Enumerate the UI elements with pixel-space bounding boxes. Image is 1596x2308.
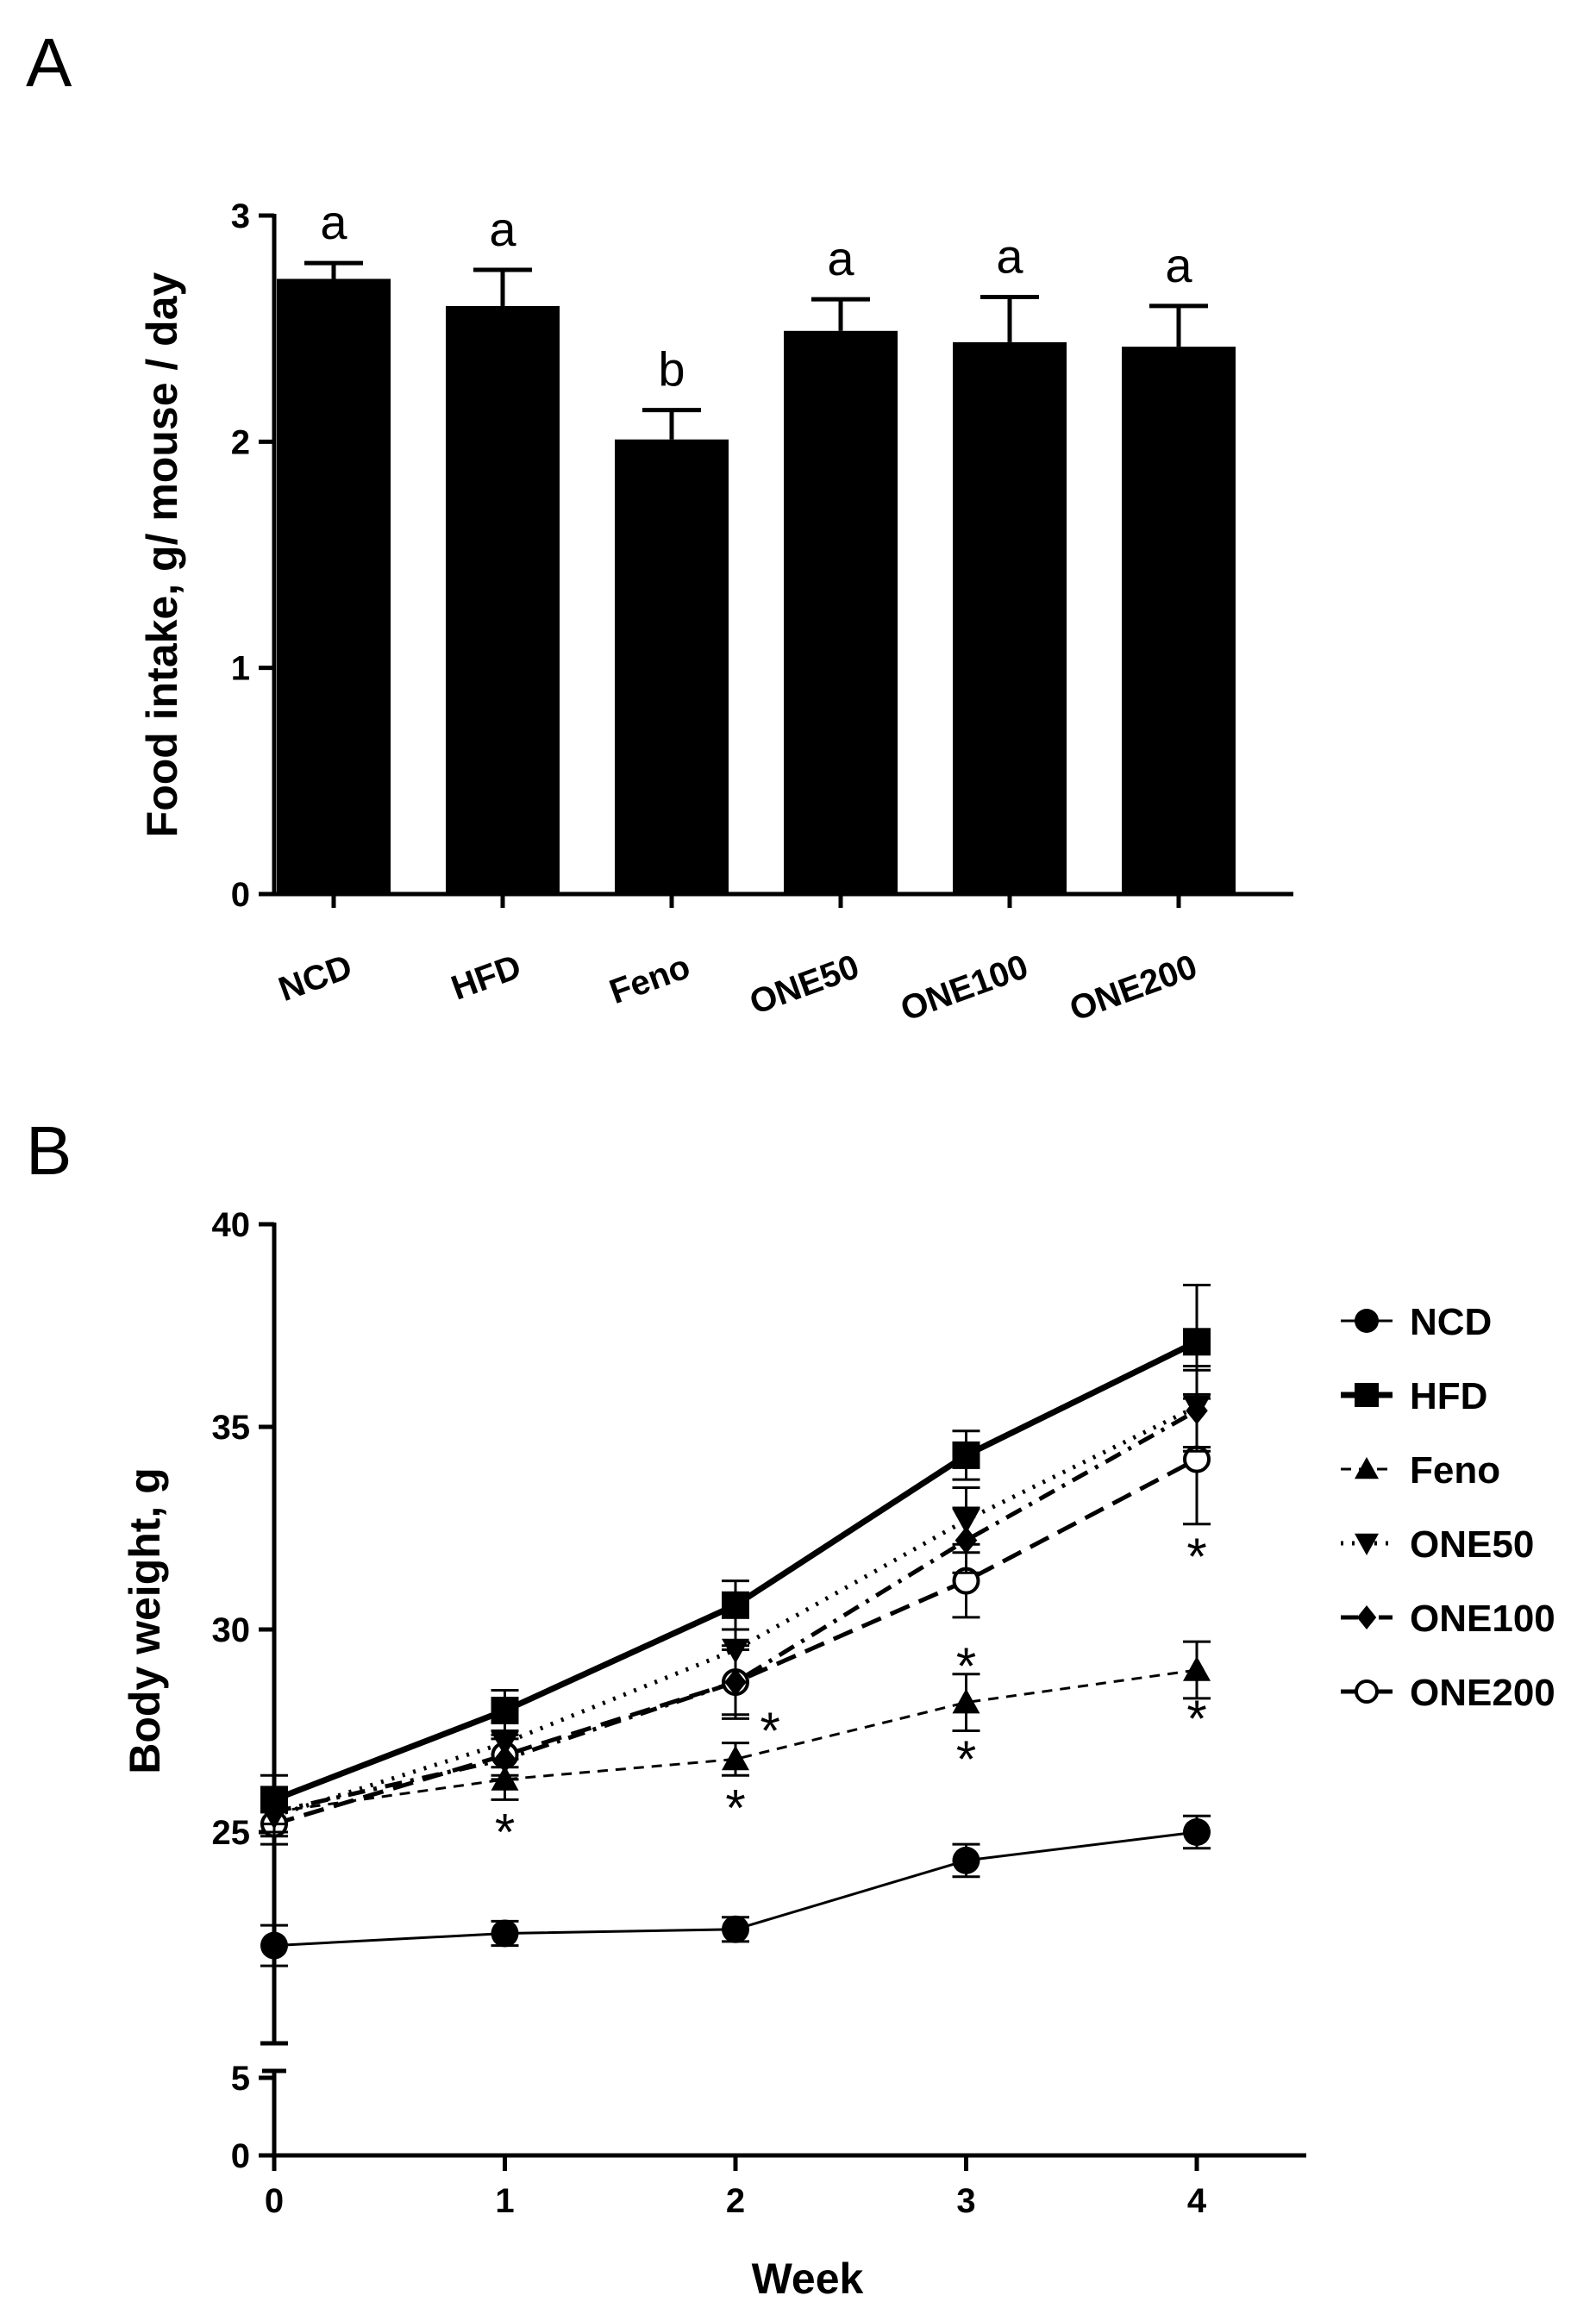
x-tick-label-hfd: HFD xyxy=(447,948,526,1007)
x-tick-label: 0 xyxy=(265,2182,284,2220)
series-line-one50 xyxy=(273,1404,1199,1818)
point-hfd xyxy=(1183,1328,1211,1356)
x-tick-label: 2 xyxy=(726,2182,745,2220)
line-chart-panel-b: 25 30 35 40 0 5 0 1 2 3 4 Week Body weight, g * * * * * * *… xyxy=(121,1206,1555,2303)
x-tick-label: 1 xyxy=(495,2182,514,2220)
point-one50 xyxy=(1183,1395,1211,1421)
bar-hfd xyxy=(446,305,560,894)
significance-letter-one200: a xyxy=(1165,238,1192,292)
legend-marker-one50 xyxy=(1355,1533,1379,1555)
legend-marker-ncd xyxy=(1355,1309,1379,1333)
y-axis-title: Food intake, g/ mouse / day xyxy=(138,272,186,837)
y-tick-label: 1 xyxy=(231,650,250,688)
point-hfd xyxy=(260,1786,288,1814)
significance-star: * xyxy=(495,1804,515,1861)
legend-marker-one200 xyxy=(1355,1679,1379,1704)
point-hfd xyxy=(722,1591,749,1619)
legend-label-one100: ONE100 xyxy=(1410,1598,1555,1640)
y-tick-label: 3 xyxy=(231,197,250,235)
point-ncd xyxy=(722,1915,749,1943)
bar-one100 xyxy=(953,341,1067,894)
point-ncd xyxy=(1183,1818,1211,1846)
point-hfd xyxy=(491,1697,519,1724)
legend-marker-feno xyxy=(1355,1457,1379,1479)
x-tick-label: 3 xyxy=(956,2182,975,2220)
significance-letter-ncd: a xyxy=(320,195,347,249)
y-tick-label: 40 xyxy=(212,1206,251,1244)
legend-label-one200: ONE200 xyxy=(1410,1672,1555,1714)
legend-marker-one100 xyxy=(1356,1605,1377,1629)
point-ncd xyxy=(952,1846,980,1874)
point-one50 xyxy=(491,1731,519,1757)
point-one50 xyxy=(722,1638,749,1664)
legend-label-hfd: HFD xyxy=(1410,1375,1487,1417)
significance-star: * xyxy=(956,1730,976,1788)
bar-one50 xyxy=(784,330,898,894)
significance-letter-one50: a xyxy=(827,231,854,285)
x-tick-label-ncd: NCD xyxy=(274,948,357,1009)
x-tick-label-one50: ONE50 xyxy=(745,948,864,1022)
y-tick-label: 30 xyxy=(212,1611,251,1649)
y-tick-label: 0 xyxy=(231,876,250,914)
legend-marker-hfd xyxy=(1355,1383,1379,1407)
series-line-hfd xyxy=(272,1339,1199,1803)
panel-label-b: B xyxy=(26,1112,72,1189)
point-ncd xyxy=(491,1919,519,1948)
bar-feno xyxy=(615,439,729,895)
legend-label-ncd: NCD xyxy=(1410,1301,1492,1343)
point-hfd xyxy=(952,1441,980,1469)
series-line-one100 xyxy=(273,1409,1199,1814)
legend-label-feno: Feno xyxy=(1410,1449,1500,1492)
bar-one200 xyxy=(1122,347,1236,894)
significance-star: * xyxy=(760,1702,779,1760)
significance-letter-hfd: a xyxy=(489,202,516,256)
point-feno xyxy=(722,1745,749,1771)
point-ncd xyxy=(260,1931,288,1960)
panel-label-a: A xyxy=(26,24,72,101)
y-tick-label: 2 xyxy=(231,423,250,461)
y-tick-label: 25 xyxy=(212,1814,251,1852)
significance-star: * xyxy=(956,1637,976,1695)
point-feno xyxy=(1183,1656,1211,1681)
y-tick-label: 0 xyxy=(231,2137,250,2175)
series-line-feno xyxy=(273,1668,1198,1813)
bar-chart-panel-a: 0 1 2 3 Food intake, g/ mouse / day a NCD a HFD b… xyxy=(138,195,1293,1029)
y-tick-label: 35 xyxy=(212,1409,251,1447)
point-one50 xyxy=(952,1509,980,1535)
legend-label-one50: ONE50 xyxy=(1410,1523,1534,1566)
y-tick-label: 5 xyxy=(231,2060,250,2098)
x-tick-label-feno: Feno xyxy=(604,948,695,1011)
significance-star: * xyxy=(725,1779,745,1836)
bar-ncd xyxy=(277,278,391,894)
x-axis-title: Week xyxy=(752,2255,864,2303)
significance-letter-one100: a xyxy=(996,228,1023,283)
x-tick-label: 4 xyxy=(1187,2182,1207,2220)
significance-letter-feno: b xyxy=(658,342,685,397)
y-axis-title: Body weight, g xyxy=(121,1467,169,1774)
x-tick-label-one100: ONE100 xyxy=(896,948,1033,1029)
significance-star: * xyxy=(1186,1690,1206,1748)
significance-star: * xyxy=(1186,1528,1206,1586)
point-feno xyxy=(952,1688,980,1714)
x-tick-label-one200: ONE200 xyxy=(1065,948,1202,1029)
